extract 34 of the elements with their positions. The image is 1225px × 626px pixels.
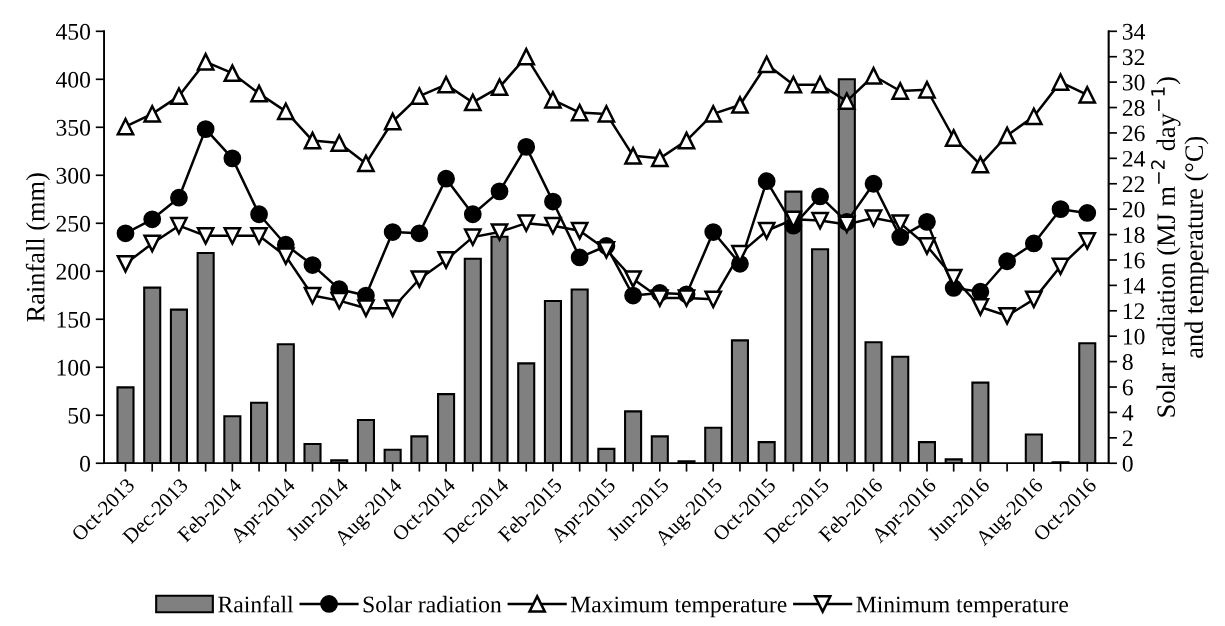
legend-label: Maximum temperature — [570, 596, 787, 618]
y2-tick-label: 30 — [1122, 74, 1145, 91]
y2-tick-label: 6 — [1122, 379, 1133, 396]
y2-tick-label: 34 — [1122, 23, 1146, 40]
text: Solar radiation (MJ m$^{−2}$ day$^{−1}$) and temperature (°C) — [1150, 77, 1209, 417]
y-tick-label: 150 — [57, 311, 91, 328]
y-tick-label: 300 — [56, 167, 91, 184]
y2-tick-label: 12 — [1123, 303, 1145, 319]
y-tick-label: 50 — [68, 407, 91, 424]
y-tick-label: 450 — [55, 23, 91, 40]
y2-tick-label: 18 — [1123, 227, 1145, 243]
y2-tick-label: 8 — [1122, 354, 1133, 371]
legend-label: Rainfall — [218, 595, 294, 613]
y-tick-label: 400 — [55, 71, 91, 88]
legend-label: Minimum temperature — [856, 596, 1068, 618]
y2-tick-label: 16 — [1123, 252, 1145, 269]
y2-tick-label: 0 — [1122, 455, 1133, 472]
y2-tick-label: 32 — [1122, 49, 1145, 66]
y2-tick-label: 4 — [1122, 405, 1134, 421]
y-axis-title: Rainfall (mm) — [25, 173, 50, 322]
legend-label: Solar radiation — [363, 595, 502, 613]
y-tick-label: 350 — [56, 119, 91, 136]
y2-tick-label: 28 — [1122, 100, 1145, 116]
y2-tick-label: 26 — [1122, 125, 1145, 142]
y2-tick-label: 14 — [1123, 277, 1146, 294]
y2-tick-label: 20 — [1122, 201, 1145, 218]
y2-tick-label: 10 — [1123, 328, 1145, 345]
y2-tick-label: 22 — [1122, 176, 1145, 192]
y-tick-label: 200 — [56, 263, 91, 280]
y-tick-label: 100 — [57, 359, 91, 376]
y2-tick-label: 24 — [1122, 150, 1146, 167]
y-tick-label: 250 — [56, 215, 91, 232]
y-tick-label: 0 — [80, 455, 91, 472]
y2-tick-label: 2 — [1122, 430, 1133, 447]
